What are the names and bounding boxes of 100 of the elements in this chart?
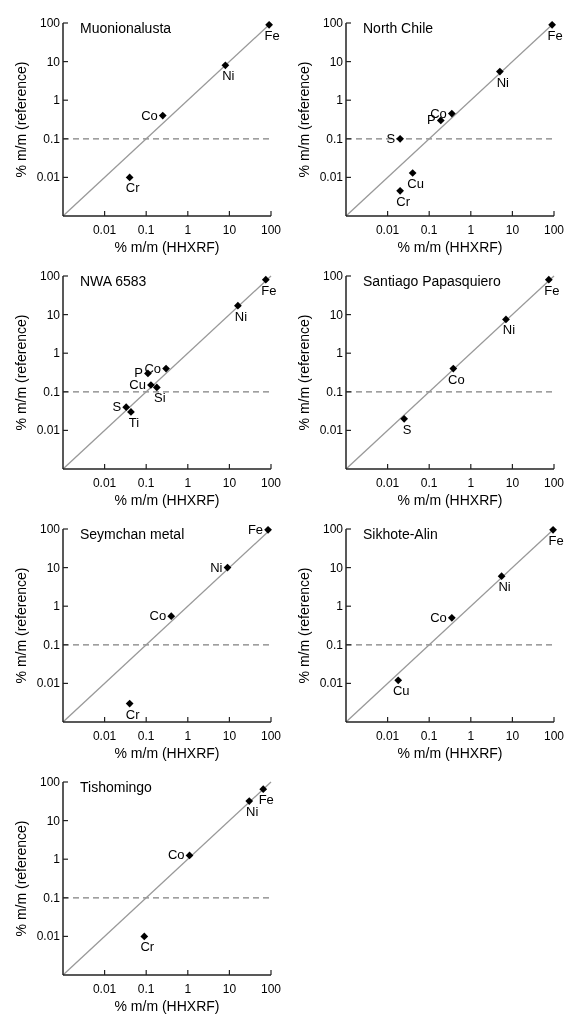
y-tick-label: 1 [53,93,61,108]
chart-title: North Chile [363,20,434,36]
annotation: Ni [246,804,259,820]
x-axis-title: % m/m (HHXRF) [114,492,220,508]
annotation: Co [167,847,185,863]
annotation: Fe [264,27,280,43]
annotation: Fe [544,282,560,298]
x-tick-label: 0.01 [375,223,400,237]
y-tick-label: 0.01 [319,170,344,185]
x-tick-label: 100 [260,476,282,490]
x-tick-label: 0.1 [420,476,438,490]
y-tick-label: 1 [336,93,344,108]
y-tick-label: 1 [53,346,61,361]
x-tick-label: 0.1 [420,223,438,237]
x-tick-label: 1 [184,223,192,237]
x-tick-label: 0.1 [137,729,155,743]
annotation: S [386,130,396,146]
x-axis-title: % m/m (HHXRF) [397,239,503,255]
x-axis-title: % m/m (HHXRF) [114,998,220,1014]
y-axis-title: % m/m (reference) [296,61,312,178]
annotation: S [402,421,412,437]
annotation: Ni [234,308,248,324]
annotation: Ni [210,559,223,575]
point [549,525,557,534]
annotation: Cr [125,706,141,722]
y-tick-label: 0.1 [43,384,61,399]
y-tick-label: 10 [46,54,61,69]
point [447,613,456,622]
y-axis-title: % m/m (reference) [296,314,312,431]
annotation: Fe [247,521,264,537]
point [449,364,458,373]
annotation: Fe [261,282,277,298]
annotation: S [112,399,122,415]
annotation: Cr [396,193,411,209]
x-tick-label: 1 [184,476,192,490]
x-tick-label: 100 [260,729,282,743]
x-axis-title: % m/m (HHXRF) [114,239,220,255]
point [497,572,506,581]
x-tick-label: 1 [467,476,475,490]
annotation: Ni [496,74,510,90]
x-tick-label: 100 [260,982,282,996]
x-axis-title: % m/m (HHXRF) [114,745,220,761]
annotation: Cu [407,176,424,191]
x-tick-label: 0.01 [92,476,117,490]
x-axis-title: % m/m (HHXRF) [397,745,503,761]
y-axis-title: % m/m (reference) [13,820,29,937]
x-tick-label: 10 [222,729,237,743]
x-tick-label: 0.01 [92,223,117,237]
x-tick-label: 10 [222,476,237,490]
x-tick-label: 10 [505,476,520,490]
y-tick-label: 10 [46,813,61,828]
x-tick-label: 1 [467,223,475,237]
x-axis-title: % m/m (HHXRF) [397,492,503,508]
x-tick-label: 10 [222,223,237,237]
annotation: Co [141,107,158,123]
annotation: Fe [548,532,564,548]
x-tick-label: 0.01 [375,476,400,490]
annotation: Si [154,390,166,406]
x-tick-label: 1 [184,729,192,743]
x-tick-label: 0.01 [92,729,117,743]
annotation: Ni [502,322,516,338]
y-tick-label: 0.01 [36,423,61,438]
y-tick-label: 100 [39,269,61,283]
y-tick-label: 10 [329,307,344,322]
x-tick-label: 10 [505,729,520,743]
point [544,275,553,284]
chart-title: Tishomingo [80,779,153,795]
y-tick-label: 10 [329,560,344,575]
y-tick-label: 0.01 [319,423,344,438]
annotation: Fe [258,792,274,808]
y-tick-label: 100 [39,775,61,789]
chart-title: Seymchan metal [80,526,185,542]
annotation: Cr [125,180,141,196]
y-tick-label: 0.1 [43,637,61,652]
y-tick-label: 0.01 [36,676,61,691]
x-tick-label: 0.1 [137,476,155,490]
y-tick-label: 0.01 [36,929,61,944]
y-tick-label: 0.1 [43,131,61,146]
annotation: Co [430,609,447,625]
y-tick-label: 1 [336,346,344,361]
x-tick-label: 10 [505,223,520,237]
y-tick-label: 0.1 [43,890,61,905]
y-tick-label: 10 [46,307,61,322]
point [394,676,403,685]
x-tick-label: 100 [543,729,565,743]
y-tick-label: 0.01 [36,170,61,185]
y-tick-label: 10 [329,54,344,69]
annotation: Ti [128,414,140,430]
y-tick-label: 100 [322,269,344,283]
x-tick-label: 0.1 [137,982,155,996]
annotation: Co [448,371,465,387]
x-tick-label: 0.1 [137,223,155,237]
y-axis-title: % m/m (reference) [13,567,29,684]
y-tick-label: 1 [336,599,344,614]
x-tick-label: 0.01 [375,729,400,743]
x-tick-label: 1 [467,729,475,743]
y-tick-label: 0.1 [326,637,344,652]
y-axis-title: % m/m (reference) [13,314,29,431]
y-axis-title: % m/m (reference) [13,61,29,178]
x-tick-label: 100 [260,223,282,237]
